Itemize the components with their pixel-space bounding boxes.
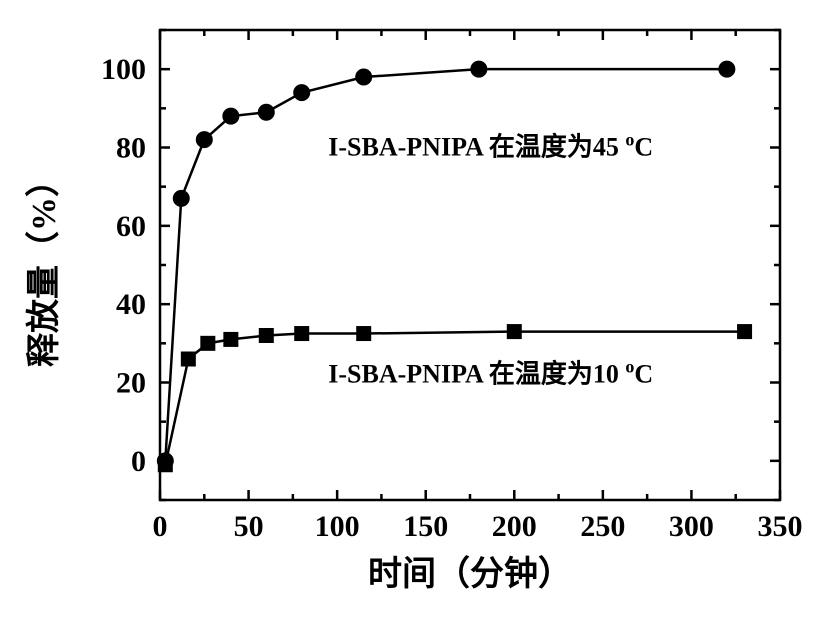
marker-circle [294, 85, 310, 101]
x-tick-label: 150 [403, 510, 448, 543]
marker-circle [471, 61, 487, 77]
y-axis-title: 释放量（%） [24, 163, 63, 367]
marker-circle [356, 69, 372, 85]
marker-square [259, 329, 273, 343]
marker-circle [196, 132, 212, 148]
series-label-s45: I-SBA-PNIPA 在温度为45 oC [328, 129, 653, 161]
marker-circle [258, 104, 274, 120]
y-tick-label: 20 [116, 367, 146, 400]
series-label-s10: I-SBA-PNIPA 在温度为10 oC [328, 357, 653, 389]
marker-square [224, 332, 238, 346]
x-tick-label: 250 [580, 510, 625, 543]
x-tick-label: 350 [758, 510, 803, 543]
x-tick-label: 100 [315, 510, 360, 543]
x-axis-title: 时间（分钟） [368, 554, 572, 593]
x-tick-label: 200 [492, 510, 537, 543]
marker-square [201, 336, 215, 350]
chart-container: 050100150200250300350020406080100时间（分钟）释… [0, 0, 839, 632]
marker-square [738, 325, 752, 339]
x-tick-label: 50 [234, 510, 264, 543]
release-chart: 050100150200250300350020406080100时间（分钟）释… [0, 0, 839, 632]
x-tick-label: 0 [153, 510, 168, 543]
marker-circle [173, 190, 189, 206]
y-tick-label: 100 [101, 53, 146, 86]
y-tick-label: 0 [131, 445, 146, 478]
plot-frame [160, 30, 780, 500]
marker-square [181, 352, 195, 366]
marker-square [158, 458, 172, 472]
y-tick-label: 40 [116, 288, 146, 321]
y-tick-label: 80 [116, 132, 146, 165]
marker-circle [719, 61, 735, 77]
marker-circle [223, 108, 239, 124]
marker-square [507, 325, 521, 339]
marker-square [295, 327, 309, 341]
x-tick-label: 300 [669, 510, 714, 543]
marker-square [357, 327, 371, 341]
y-tick-label: 60 [116, 210, 146, 243]
